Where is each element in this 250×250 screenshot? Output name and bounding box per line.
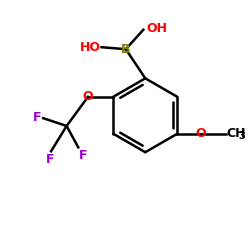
Text: B: B	[121, 43, 130, 56]
Text: CH: CH	[226, 127, 246, 140]
Text: O: O	[195, 127, 206, 140]
Text: 3: 3	[238, 131, 245, 141]
Text: HO: HO	[80, 41, 100, 54]
Text: OH: OH	[146, 22, 167, 35]
Text: O: O	[83, 90, 93, 103]
Text: F: F	[33, 111, 41, 124]
Text: F: F	[46, 153, 54, 166]
Text: F: F	[79, 149, 88, 162]
